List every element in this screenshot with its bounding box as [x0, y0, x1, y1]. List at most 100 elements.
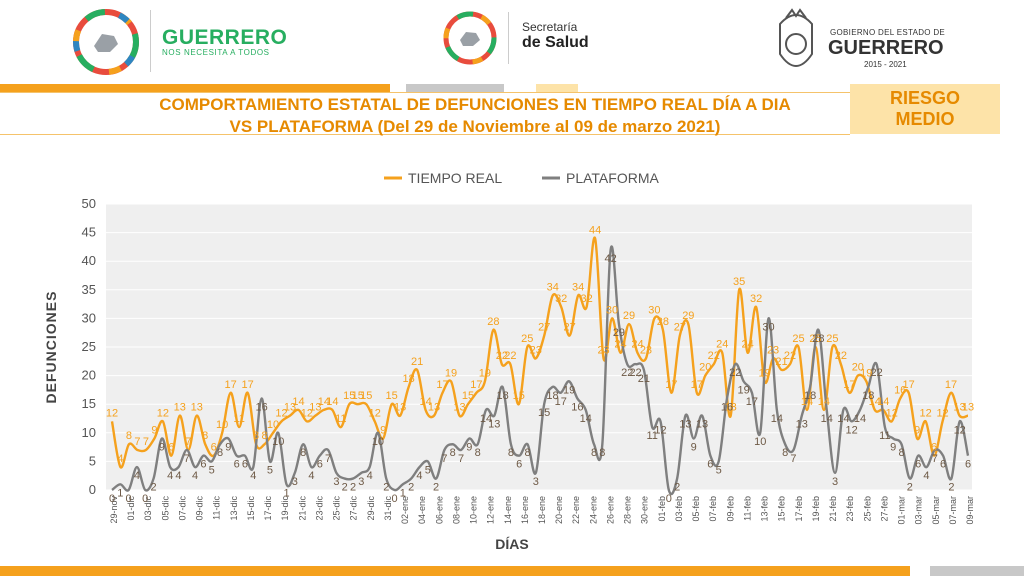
data-label: 14	[801, 396, 813, 408]
y-tick-label: 35	[82, 282, 96, 297]
data-label: 14	[326, 396, 338, 408]
series-line-plataforma	[111, 245, 970, 496]
data-label: 24	[614, 339, 626, 351]
x-tick-label: 20-ene	[554, 496, 564, 524]
x-tick-label: 23-feb	[845, 496, 855, 522]
data-label: 10	[272, 436, 284, 448]
x-tick-label: 22-ene	[571, 496, 581, 524]
data-label: 16	[721, 401, 733, 413]
data-label: 6	[200, 459, 206, 471]
data-label: 4	[416, 470, 422, 482]
data-label: 16	[894, 384, 906, 396]
data-label: 6	[168, 442, 174, 454]
data-label: 12	[275, 407, 287, 419]
data-label: 27	[538, 322, 550, 334]
data-label: 17	[665, 379, 677, 391]
data-label: 10	[372, 436, 384, 448]
salud-emblem-icon	[443, 11, 497, 65]
data-label: 22	[629, 367, 641, 379]
data-label: 7	[790, 453, 796, 465]
data-label: 15	[538, 407, 550, 419]
data-label: 13	[428, 402, 440, 414]
guerrero-emblem-icon	[73, 9, 139, 75]
x-tick-label: 07-mar	[948, 496, 958, 525]
data-label: 0	[126, 493, 132, 505]
data-label: 14	[771, 413, 783, 425]
y-tick-label: 25	[82, 339, 96, 354]
data-label: 13	[796, 419, 808, 431]
y-tick-label: 0	[89, 482, 96, 497]
data-label: 8	[508, 447, 514, 459]
data-label: 9	[691, 442, 697, 454]
data-label: 25	[792, 333, 804, 345]
data-label: 9	[159, 442, 165, 454]
x-tick-label: 21-feb	[828, 496, 838, 522]
x-tick-label: 26-ene	[605, 496, 615, 524]
guerrero-tagline: NOS NECESITA A TODOS	[162, 48, 270, 57]
data-label: 0	[666, 493, 672, 505]
data-label: 3	[358, 476, 364, 488]
data-label: 4	[308, 470, 314, 482]
data-label: 13	[394, 402, 406, 414]
y-axis-label: DEFUNCIONES	[43, 291, 59, 404]
x-tick-label: 13-dic	[229, 496, 239, 521]
data-label: 8	[591, 447, 597, 459]
data-label: 20	[699, 362, 711, 374]
x-tick-label: 05-feb	[691, 496, 701, 522]
x-tick-label: 05-dic	[160, 496, 170, 521]
data-label: 15	[343, 390, 355, 402]
data-label: 1	[283, 487, 289, 499]
data-label: 14	[854, 413, 866, 425]
data-label: 18	[403, 373, 415, 385]
data-label: 13	[962, 402, 974, 414]
data-label: 17	[241, 379, 253, 391]
data-label: 22	[784, 350, 796, 362]
data-label: 6	[965, 459, 971, 471]
top-yellow-bar	[536, 84, 578, 92]
data-label: 6	[931, 442, 937, 454]
data-label: 18	[496, 390, 508, 402]
data-label: 13	[309, 402, 321, 414]
data-label: 23	[530, 344, 542, 356]
title-rule-top	[0, 92, 850, 93]
data-label: 19	[445, 367, 457, 379]
data-label: 25	[826, 333, 838, 345]
data-label: 16	[571, 401, 583, 413]
data-label: 0	[392, 493, 398, 505]
data-label: 6	[242, 459, 248, 471]
data-label: 8	[524, 447, 530, 459]
data-label: 32	[580, 293, 592, 305]
data-label: 7	[143, 436, 149, 448]
x-tick-label: 17-dic	[263, 496, 273, 521]
data-label: 28	[657, 316, 669, 328]
data-label: 17	[470, 379, 482, 391]
data-label: 25	[809, 333, 821, 345]
data-label: 12	[157, 407, 169, 419]
data-label: 5	[425, 464, 431, 476]
data-label: 18	[862, 390, 874, 402]
data-label: 8	[599, 447, 605, 459]
data-label: 44	[589, 224, 601, 236]
guerrero-brand: GUERRERO	[162, 26, 288, 49]
data-label: 14	[292, 396, 304, 408]
data-label: 17	[225, 379, 237, 391]
data-label: 13	[284, 402, 296, 414]
x-tick-label: 21-dic	[297, 496, 307, 521]
data-label: 17	[555, 396, 567, 408]
x-tick-label: 30-ene	[640, 496, 650, 524]
x-tick-label: 03-feb	[674, 496, 684, 522]
data-label: 12	[936, 407, 948, 419]
data-label: 9	[151, 425, 157, 437]
data-label: 23	[597, 344, 609, 356]
data-label: 30	[648, 304, 660, 316]
data-label: 9	[225, 442, 231, 454]
data-label: 8	[202, 430, 208, 442]
data-label: 6	[234, 459, 240, 471]
data-label: 3	[832, 476, 838, 488]
data-label: 25	[521, 333, 533, 345]
data-label: 12	[919, 407, 931, 419]
data-label: 18	[546, 390, 558, 402]
data-label: 2	[408, 482, 414, 494]
state-seal	[772, 4, 820, 80]
